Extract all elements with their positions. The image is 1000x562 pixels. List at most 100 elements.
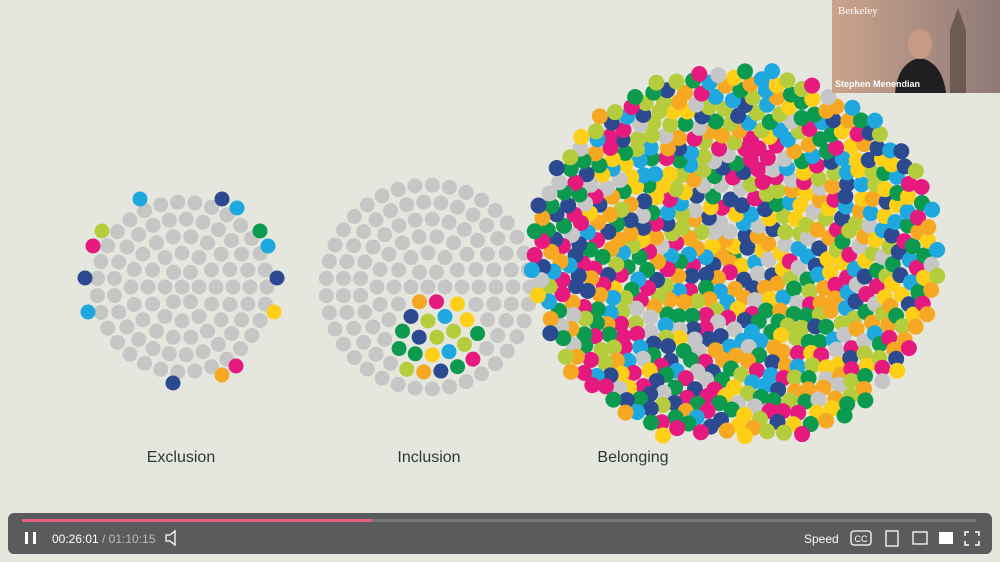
dot <box>723 401 740 418</box>
dot <box>346 208 362 224</box>
dot <box>542 325 559 342</box>
dot <box>853 176 870 193</box>
dot <box>383 203 399 219</box>
dot <box>107 270 123 286</box>
dot <box>657 317 674 334</box>
dot <box>625 364 642 381</box>
dot <box>828 139 845 156</box>
dot <box>635 106 652 123</box>
transcript-button[interactable] <box>885 530 899 547</box>
dot <box>555 217 572 234</box>
dot <box>768 195 785 212</box>
fullscreen-button[interactable] <box>964 531 980 546</box>
dot <box>686 202 703 219</box>
dot <box>429 264 444 280</box>
dot <box>208 279 224 295</box>
dot <box>321 253 337 269</box>
dot <box>871 126 888 143</box>
dot <box>583 270 600 287</box>
dot <box>601 128 618 145</box>
dot <box>622 225 639 242</box>
dot <box>503 262 519 278</box>
dot <box>721 264 738 281</box>
dot <box>183 229 199 245</box>
dot <box>191 308 207 324</box>
dot <box>356 334 372 350</box>
dot <box>818 412 835 429</box>
dot <box>864 190 881 207</box>
dot <box>857 368 874 385</box>
dot <box>473 366 489 382</box>
dot <box>204 359 220 375</box>
dot <box>764 354 781 371</box>
dot <box>655 427 672 444</box>
dot <box>648 74 665 91</box>
dot <box>659 204 676 221</box>
dot <box>907 163 924 180</box>
dot <box>777 223 794 240</box>
dot <box>786 369 803 386</box>
dot <box>655 384 672 401</box>
dot <box>775 289 792 306</box>
captions-button[interactable] <box>850 530 872 546</box>
progress-track[interactable] <box>22 519 976 522</box>
dot <box>594 248 611 265</box>
dot <box>861 217 878 234</box>
dot <box>592 286 609 303</box>
dot <box>505 279 521 295</box>
dot <box>607 104 624 121</box>
dot <box>135 246 151 262</box>
dot <box>473 192 489 208</box>
speed-button[interactable]: Speed <box>804 532 839 546</box>
dot <box>905 306 922 323</box>
dot <box>165 329 181 345</box>
dot <box>174 279 190 295</box>
volume-button[interactable] <box>165 529 176 547</box>
dot <box>629 325 646 342</box>
current-time: 00:26:01 <box>52 532 99 546</box>
dot <box>149 323 164 339</box>
dot <box>170 194 186 210</box>
dot <box>407 178 423 194</box>
dot <box>165 229 181 245</box>
dot <box>860 152 877 169</box>
dot <box>318 270 334 286</box>
dot <box>412 294 427 310</box>
duration: / 01:10:15 <box>102 532 156 546</box>
dot <box>93 254 109 270</box>
menu-button[interactable] <box>912 531 928 545</box>
dot <box>804 91 821 108</box>
dot <box>907 318 924 335</box>
dot <box>707 113 724 130</box>
dot <box>468 262 484 278</box>
dot <box>593 342 610 359</box>
dot <box>883 227 900 244</box>
dot <box>374 370 390 386</box>
theater-button[interactable] <box>939 532 953 544</box>
dot <box>774 343 791 360</box>
pause-button[interactable] <box>25 532 36 544</box>
dot <box>800 370 817 387</box>
dot <box>709 314 726 331</box>
dot <box>132 191 148 207</box>
dot <box>727 347 744 364</box>
dot <box>578 166 595 183</box>
dot <box>335 288 351 304</box>
dot <box>369 279 385 295</box>
dot <box>642 139 659 156</box>
dot <box>526 246 543 263</box>
dot <box>759 423 776 440</box>
dot <box>920 219 937 236</box>
dot <box>183 264 198 280</box>
dot <box>252 223 268 239</box>
dot <box>843 372 860 389</box>
dot <box>80 304 96 320</box>
dot <box>555 330 572 347</box>
dot <box>611 171 628 188</box>
dot <box>635 219 652 236</box>
dot <box>225 279 241 295</box>
dot <box>222 262 238 278</box>
dot <box>622 212 639 229</box>
dot <box>869 140 886 157</box>
